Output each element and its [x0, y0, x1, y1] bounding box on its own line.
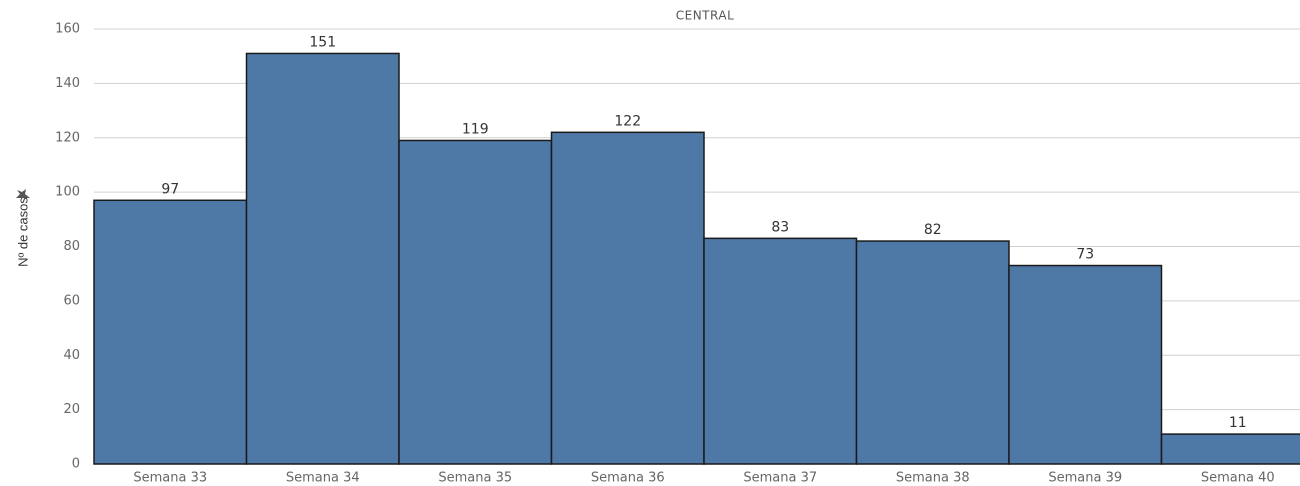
- pin-icon: [16, 189, 30, 198]
- chart-title: CENTRAL: [676, 9, 735, 23]
- x-tick-label: Semana 39: [1048, 471, 1122, 486]
- y-tick-label: 100: [55, 185, 80, 200]
- bar: [1008, 264, 1163, 465]
- value-label: 11: [1229, 415, 1247, 431]
- bar: [245, 52, 400, 465]
- y-tick-label: 60: [63, 293, 80, 308]
- y-axis-label: Nº de casos: [15, 197, 30, 267]
- y-tick-label: 0: [72, 457, 80, 472]
- y-tick-label: 20: [63, 402, 80, 417]
- x-tick-label: Semana 34: [286, 471, 360, 486]
- bar: [703, 237, 858, 465]
- bar: [93, 199, 248, 465]
- bar: [1160, 433, 1300, 465]
- y-tick-label: 140: [55, 76, 80, 91]
- value-label: 82: [924, 222, 942, 238]
- value-label: 151: [309, 34, 336, 50]
- x-tick-label: Semana 33: [133, 471, 207, 486]
- value-label: 73: [1076, 247, 1094, 263]
- y-tick-label: 160: [55, 22, 80, 37]
- x-tick-label: Semana 35: [438, 471, 512, 486]
- bar: [855, 240, 1010, 465]
- value-label: 122: [614, 113, 641, 129]
- x-tick-label: Semana 36: [591, 471, 665, 486]
- y-tick-label: 80: [63, 239, 80, 254]
- x-tick-label: Semana 38: [896, 471, 970, 486]
- x-tick-label: Semana 37: [743, 471, 817, 486]
- bar: [398, 139, 553, 465]
- y-tick-label: 40: [63, 348, 80, 363]
- x-tick-label: Semana 40: [1201, 471, 1275, 486]
- bar: [550, 131, 705, 465]
- value-label: 83: [771, 219, 789, 235]
- value-label: 119: [462, 121, 489, 137]
- y-tick-label: 120: [55, 130, 80, 145]
- value-label: 97: [161, 181, 179, 197]
